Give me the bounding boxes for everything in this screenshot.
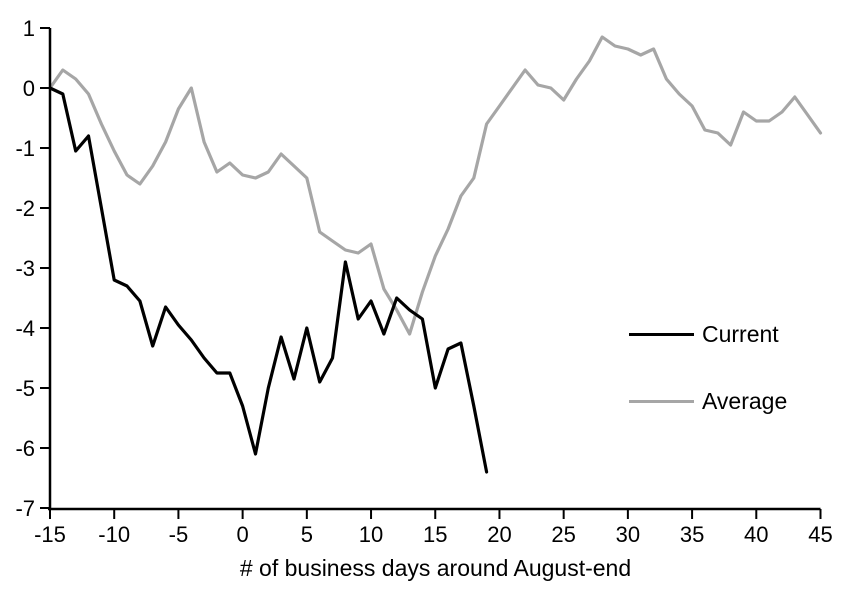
x-tick-label: 45 (808, 522, 832, 547)
x-tick-label: 35 (680, 522, 704, 547)
legend-label-current: Current (702, 320, 779, 347)
y-tick-label: 1 (23, 16, 35, 41)
x-tick-label: 30 (616, 522, 640, 547)
x-tick-label: 5 (301, 522, 313, 547)
x-tick-label: 15 (423, 522, 447, 547)
y-tick-label: -7 (15, 496, 35, 521)
y-tick-label: -3 (15, 256, 35, 281)
legend-line-current-icon (629, 332, 694, 336)
legend-item-average: Average (629, 388, 787, 414)
x-tick-label: -10 (98, 522, 130, 547)
x-tick-label: 20 (487, 522, 511, 547)
x-axis-title: # of business days around August-end (239, 555, 632, 581)
x-tick-label: 10 (359, 522, 383, 547)
y-tick-label: -6 (15, 436, 35, 461)
legend-item-current: Current (629, 321, 779, 347)
x-tick-label: -5 (169, 522, 189, 547)
y-tick-label: -2 (15, 196, 35, 221)
legend-line-average-icon (629, 399, 694, 403)
y-tick-label: -1 (15, 136, 35, 161)
x-tick-label: 25 (551, 522, 575, 547)
x-tick-label: -15 (34, 522, 66, 547)
y-tick-label: -5 (15, 376, 35, 401)
y-tick-label: -4 (15, 316, 35, 341)
x-tick-label: 40 (744, 522, 768, 547)
series-line-current (48, 86, 489, 474)
series-line-average (48, 35, 823, 336)
x-tick-label: 0 (237, 522, 249, 547)
y-tick-label: 0 (23, 76, 35, 101)
legend-label-average: Average (702, 387, 788, 414)
